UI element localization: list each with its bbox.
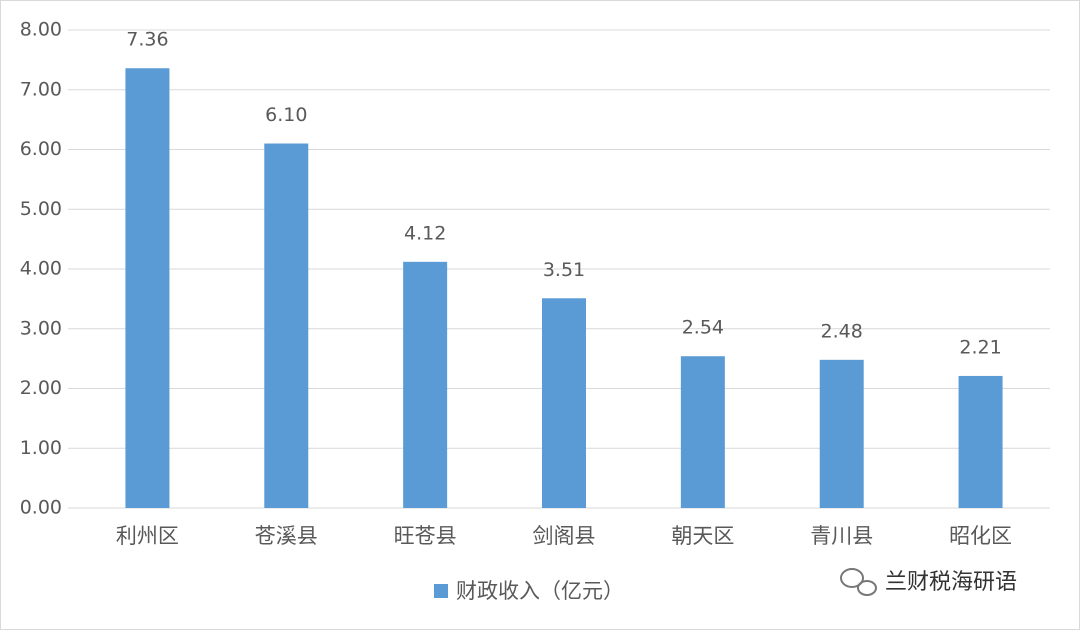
data-label: 2.21 xyxy=(959,336,1001,358)
x-tick-label: 朝天区 xyxy=(671,524,734,548)
legend-label: 财政收入（亿元） xyxy=(456,579,624,603)
y-tick-label: 8.00 xyxy=(20,19,62,41)
watermark-icon xyxy=(840,568,864,588)
data-label: 2.54 xyxy=(682,317,724,339)
x-tick-label: 旺苍县 xyxy=(394,524,457,548)
y-tick-label: 5.00 xyxy=(20,198,62,220)
y-tick-label: 0.00 xyxy=(20,497,62,519)
x-tick-label: 剑阁县 xyxy=(533,524,596,548)
legend-swatch xyxy=(434,584,448,598)
bar xyxy=(958,375,1003,508)
watermark: 兰财税海研语 xyxy=(840,568,1017,596)
bar xyxy=(403,261,448,508)
y-tick-label: 6.00 xyxy=(20,138,62,160)
data-label: 2.48 xyxy=(821,320,863,342)
y-tick-label: 1.00 xyxy=(20,437,62,459)
x-tick-label: 苍溪县 xyxy=(255,524,318,548)
y-tick-label: 2.00 xyxy=(20,377,62,399)
bar xyxy=(125,68,170,509)
x-tick-label: 昭化区 xyxy=(949,524,1012,548)
bar xyxy=(680,356,725,508)
bar xyxy=(264,143,309,508)
x-tick-label: 利州区 xyxy=(116,524,179,548)
y-tick-label: 3.00 xyxy=(20,317,62,339)
y-tick-label: 7.00 xyxy=(20,78,62,100)
x-tick-label: 青川县 xyxy=(810,524,873,548)
bar xyxy=(542,298,586,508)
y-tick-label: 4.00 xyxy=(20,258,62,280)
watermark-text: 兰财税海研语 xyxy=(885,570,1017,595)
data-label: 3.51 xyxy=(543,259,585,281)
data-label: 7.36 xyxy=(126,29,168,51)
data-label: 6.10 xyxy=(265,104,307,126)
data-label: 4.12 xyxy=(404,222,446,244)
watermark-icon xyxy=(857,580,877,596)
bar xyxy=(819,359,864,508)
